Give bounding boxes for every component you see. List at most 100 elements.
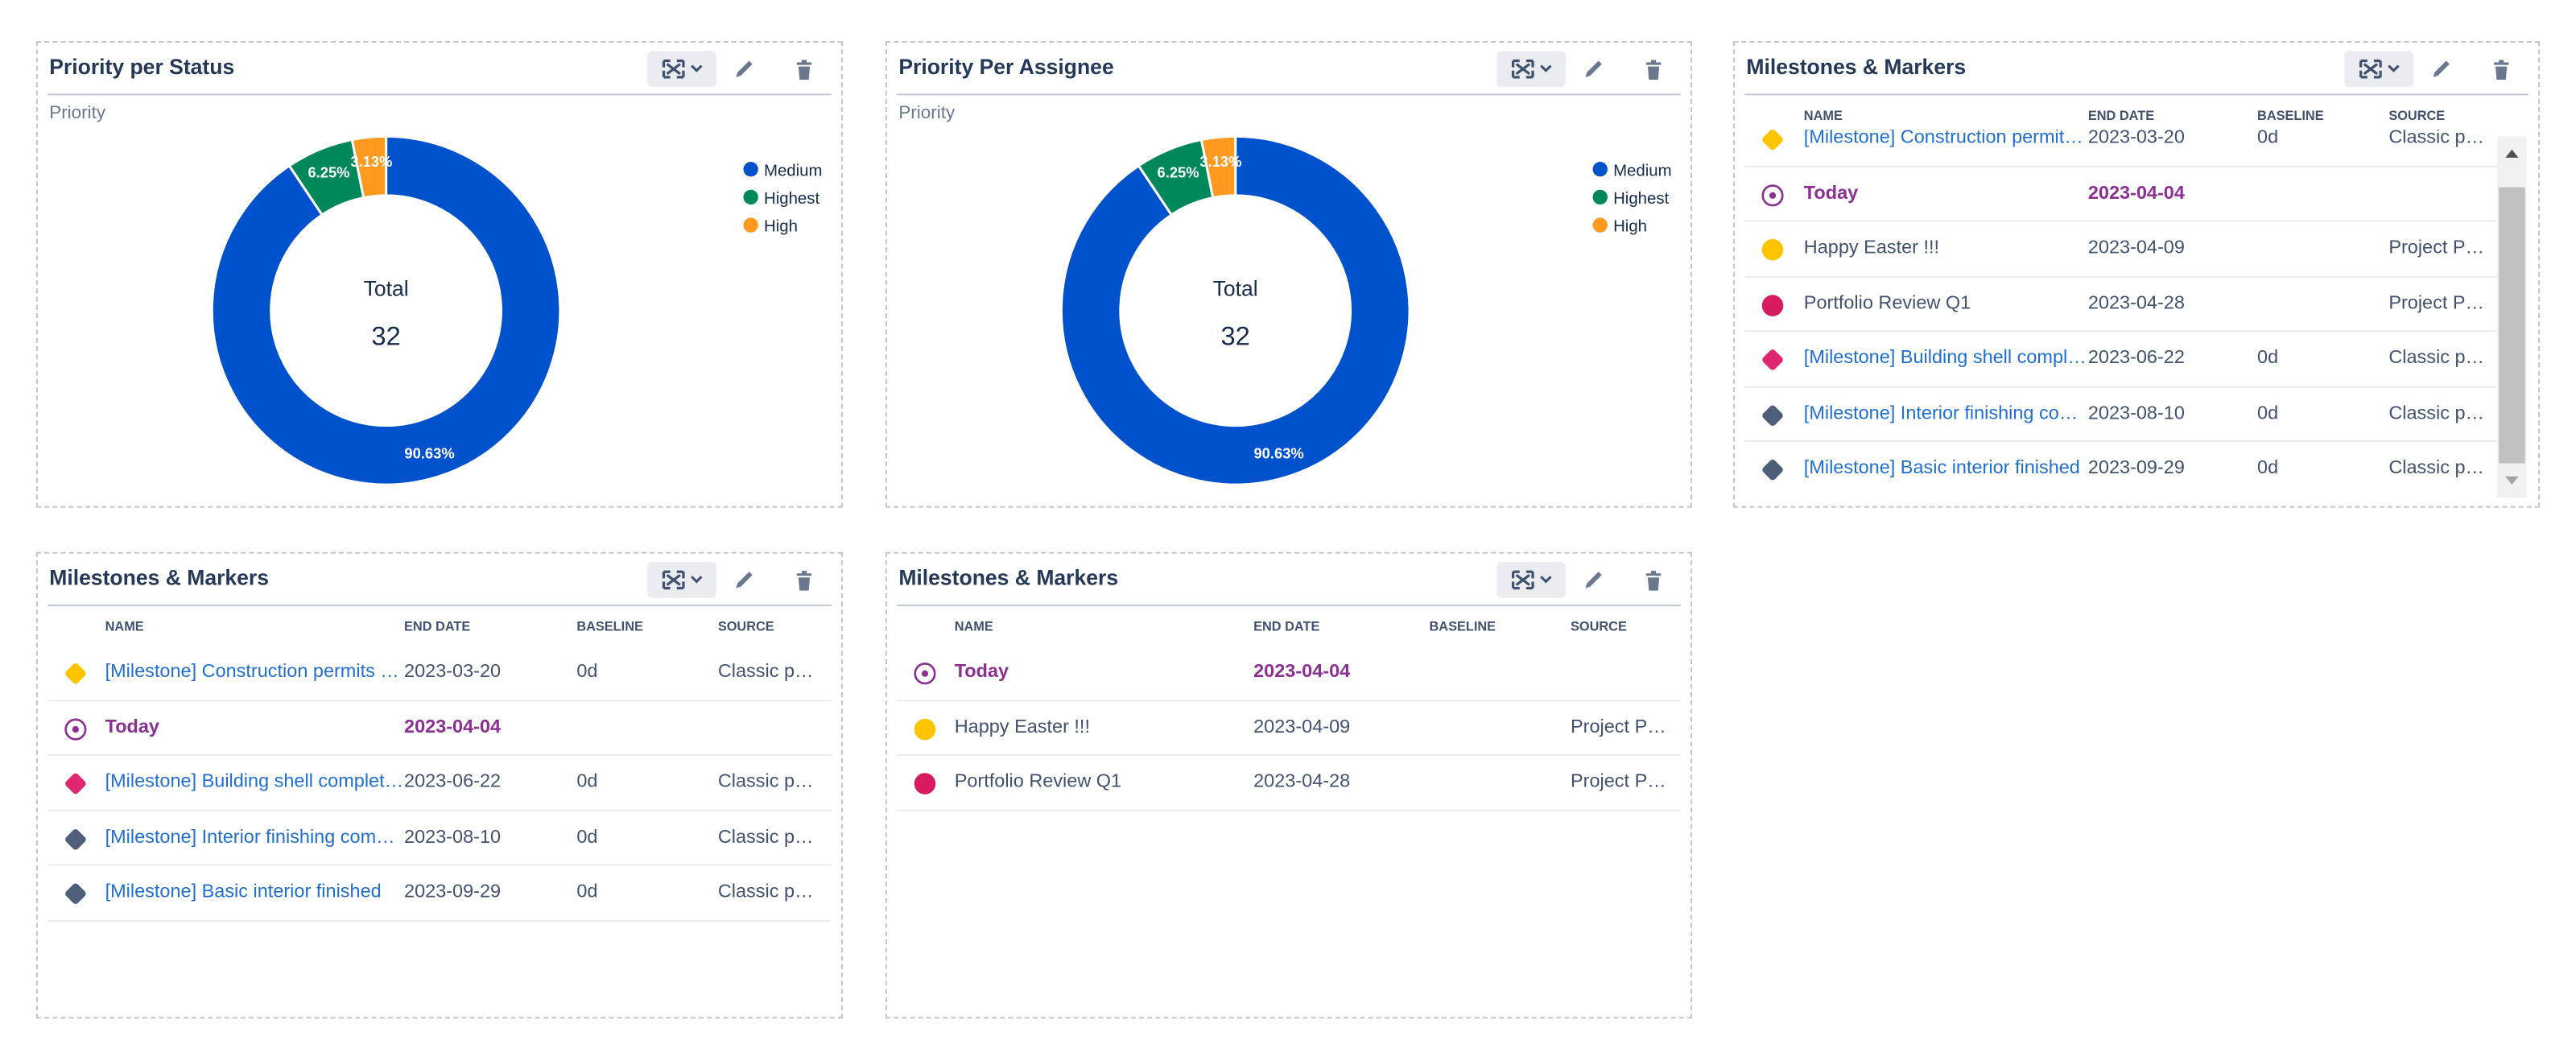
row-cell: 0d xyxy=(576,662,598,682)
scroll-thumb[interactable] xyxy=(2499,187,2525,464)
legend-label: Medium xyxy=(764,162,823,180)
row-name: [Milestone] Building shell compl… xyxy=(1803,348,2087,369)
legend-label: High xyxy=(1613,218,1647,236)
widget: Priority per Status Priority 90.63% Medium 6… xyxy=(35,41,843,508)
table-row[interactable]: [Milestone] Basic interior finished 2023-… xyxy=(1744,442,2499,493)
donut-segment xyxy=(210,134,562,486)
table-row[interactable]: [Milestone] Construction permit… 2023-03-… xyxy=(1744,130,2500,167)
row-cell: 2023-06-22 xyxy=(404,772,502,792)
scroll-down[interactable] xyxy=(2505,476,2519,485)
toolbar xyxy=(2344,51,2509,88)
row-cell: 2023-04-04 xyxy=(404,716,502,737)
row-icon xyxy=(914,663,936,685)
delete-icon[interactable] xyxy=(796,571,812,591)
delete-icon[interactable] xyxy=(1645,60,1662,80)
widget: Milestones & Markers NAME END DATE BASELINE… xyxy=(885,551,1693,1019)
center-label: Total xyxy=(1213,276,1258,300)
table-row[interactable]: Today 2023-04-04 xyxy=(1744,167,2500,222)
column-header: SOURCE xyxy=(2388,108,2446,124)
target-ring xyxy=(914,663,936,685)
row-name: [Milestone] Basic interior finished xyxy=(1803,458,2080,478)
edit-icon[interactable] xyxy=(1585,572,1602,588)
row-cell: 2023-04-04 xyxy=(2087,183,2185,204)
edit-icon[interactable] xyxy=(1585,60,1602,77)
row-cell: 2023-04-09 xyxy=(2087,237,2185,258)
row-cell: 2023-03-20 xyxy=(404,662,502,682)
chevron-icon xyxy=(1540,64,1552,72)
column-header: NAME xyxy=(105,619,144,634)
view-button-bg[interactable] xyxy=(647,51,716,88)
diamond-icon xyxy=(1762,404,1783,426)
header-rule xyxy=(47,605,832,607)
table-row[interactable]: Portfolio Review Q1 2023-04-28 Project P… xyxy=(1744,277,2500,332)
legend-label: Highest xyxy=(764,190,819,208)
table-row[interactable]: Happy Easter !!! 2023-04-09 Project P… xyxy=(897,700,1681,756)
row-cell: 0d xyxy=(576,827,598,848)
row-icon xyxy=(1761,294,1784,316)
donut-chart: 90.63% Medium 6.25% Highest 3.13% High Total 32 xyxy=(1059,134,1672,486)
legend-swatch xyxy=(1592,217,1608,233)
diamond-icon xyxy=(1762,130,1783,151)
table-row[interactable]: Happy Easter !!! 2023-04-09 Project P… xyxy=(1744,222,2500,277)
diamond-icon xyxy=(65,828,86,849)
table-row[interactable]: [Milestone] Interior finishing co… 2023-0… xyxy=(1744,387,2500,442)
row-icon xyxy=(1762,130,1783,151)
view-button-bg[interactable] xyxy=(647,561,716,598)
row-cell: Project P… xyxy=(1571,716,1666,737)
table-row[interactable]: Today 2023-04-04 xyxy=(47,700,832,756)
legend-swatch xyxy=(743,189,758,205)
table-row[interactable]: [Milestone] Interior finishing com… 2023-… xyxy=(47,811,832,866)
edit-icon[interactable] xyxy=(736,60,753,77)
circle-icon xyxy=(914,773,936,795)
table-row[interactable]: [Milestone] Building shell complet… 2023-… xyxy=(47,756,832,811)
row-name: Portfolio Review Q1 xyxy=(954,772,1122,792)
row-cell: 2023-04-09 xyxy=(1253,716,1351,737)
edit-icon[interactable] xyxy=(736,572,753,588)
row-name: Today xyxy=(1803,183,1859,204)
circle-icon xyxy=(1761,294,1784,316)
data-label: 3.13% xyxy=(350,153,392,170)
chevron-icon xyxy=(691,64,703,72)
row-icon xyxy=(1762,404,1783,426)
circle-icon xyxy=(1761,238,1784,261)
column-header: END DATE xyxy=(404,619,471,634)
column-header: NAME xyxy=(954,619,993,634)
table-row[interactable]: [Milestone] Construction permits … 2023-0… xyxy=(47,646,832,701)
target-ring xyxy=(64,717,87,740)
delete-icon[interactable] xyxy=(2493,60,2509,80)
view-button-bg[interactable] xyxy=(1496,561,1566,598)
delete-icon[interactable] xyxy=(1645,571,1662,591)
expand-icon xyxy=(662,570,685,590)
row-cell: Project P… xyxy=(1571,772,1666,792)
row-name: [Milestone] Construction permits … xyxy=(105,662,399,682)
row-name: Happy Easter !!! xyxy=(1803,237,1940,258)
chart-subtitle: Priority xyxy=(49,103,106,124)
delete-icon[interactable] xyxy=(796,60,812,80)
row-icon xyxy=(64,717,87,740)
column-header: NAME xyxy=(1803,108,1843,124)
row-name: [Milestone] Basic interior finished xyxy=(105,881,382,902)
table-row[interactable]: Portfolio Review Q1 2023-04-28 Project P… xyxy=(897,756,1681,811)
scrollbar[interactable] xyxy=(2497,136,2527,498)
header-rule xyxy=(1744,93,2529,96)
donut-chart: 90.63% Medium 6.25% Highest 3.13% High Total 32 xyxy=(210,134,823,486)
diamond-icon xyxy=(65,773,86,795)
row-cell: 0d xyxy=(576,881,598,902)
row-cell: Classic p… xyxy=(717,827,814,848)
row-icon xyxy=(1762,459,1783,481)
diamond-icon xyxy=(65,663,86,684)
table-row[interactable]: Today 2023-04-04 xyxy=(897,646,1681,701)
table-row[interactable]: [Milestone] Basic interior finished 2023-… xyxy=(47,866,832,921)
row-name: [Milestone] Interior finishing co… xyxy=(1803,403,2079,423)
widget-title: Milestones & Markers xyxy=(49,565,270,590)
chevron-icon xyxy=(1540,576,1552,584)
edit-icon[interactable] xyxy=(2433,60,2450,77)
view-button-bg[interactable] xyxy=(1496,51,1566,88)
table-body: [Milestone] Construction permits … 2023-0… xyxy=(47,646,832,1007)
view-button-bg[interactable] xyxy=(2344,51,2413,88)
row-cell: 0d xyxy=(2257,348,2279,369)
table-row[interactable]: [Milestone] Building shell compl… 2023-06… xyxy=(1744,332,2500,387)
row-cell: Project P… xyxy=(2388,293,2485,313)
row-cell: Classic p… xyxy=(2388,130,2485,148)
scroll-up[interactable] xyxy=(2505,149,2519,158)
